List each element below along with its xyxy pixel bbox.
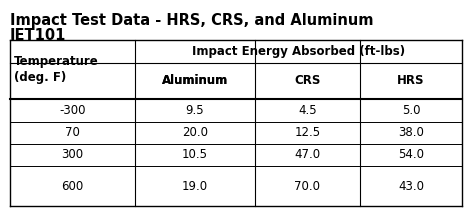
Text: 47.0: 47.0 [294,149,320,161]
Text: 600: 600 [61,180,83,192]
Text: -300: -300 [59,104,86,117]
Text: Aluminum: Aluminum [162,74,228,88]
Text: 10.5: 10.5 [182,149,208,161]
Text: HRS: HRS [397,74,425,88]
Text: CRS: CRS [294,74,321,88]
Text: 70.0: 70.0 [294,180,320,192]
Text: 9.5: 9.5 [186,104,204,117]
Text: 4.5: 4.5 [298,104,317,117]
Text: 70: 70 [65,127,80,139]
Text: Impact Energy Absorbed (ft-lbs): Impact Energy Absorbed (ft-lbs) [192,45,405,58]
Text: Impact Test Data - HRS, CRS, and Aluminum: Impact Test Data - HRS, CRS, and Aluminu… [10,13,374,28]
Text: 20.0: 20.0 [182,127,208,139]
Text: 43.0: 43.0 [398,180,424,192]
Text: 12.5: 12.5 [294,127,320,139]
Text: 5.0: 5.0 [402,104,420,117]
Text: Aluminum: Aluminum [162,74,228,88]
Text: IET101: IET101 [10,28,66,43]
Text: 300: 300 [62,149,83,161]
Text: 19.0: 19.0 [182,180,208,192]
Text: 54.0: 54.0 [398,149,424,161]
Text: Temperature
(deg. F): Temperature (deg. F) [14,55,99,84]
Text: 38.0: 38.0 [398,127,424,139]
